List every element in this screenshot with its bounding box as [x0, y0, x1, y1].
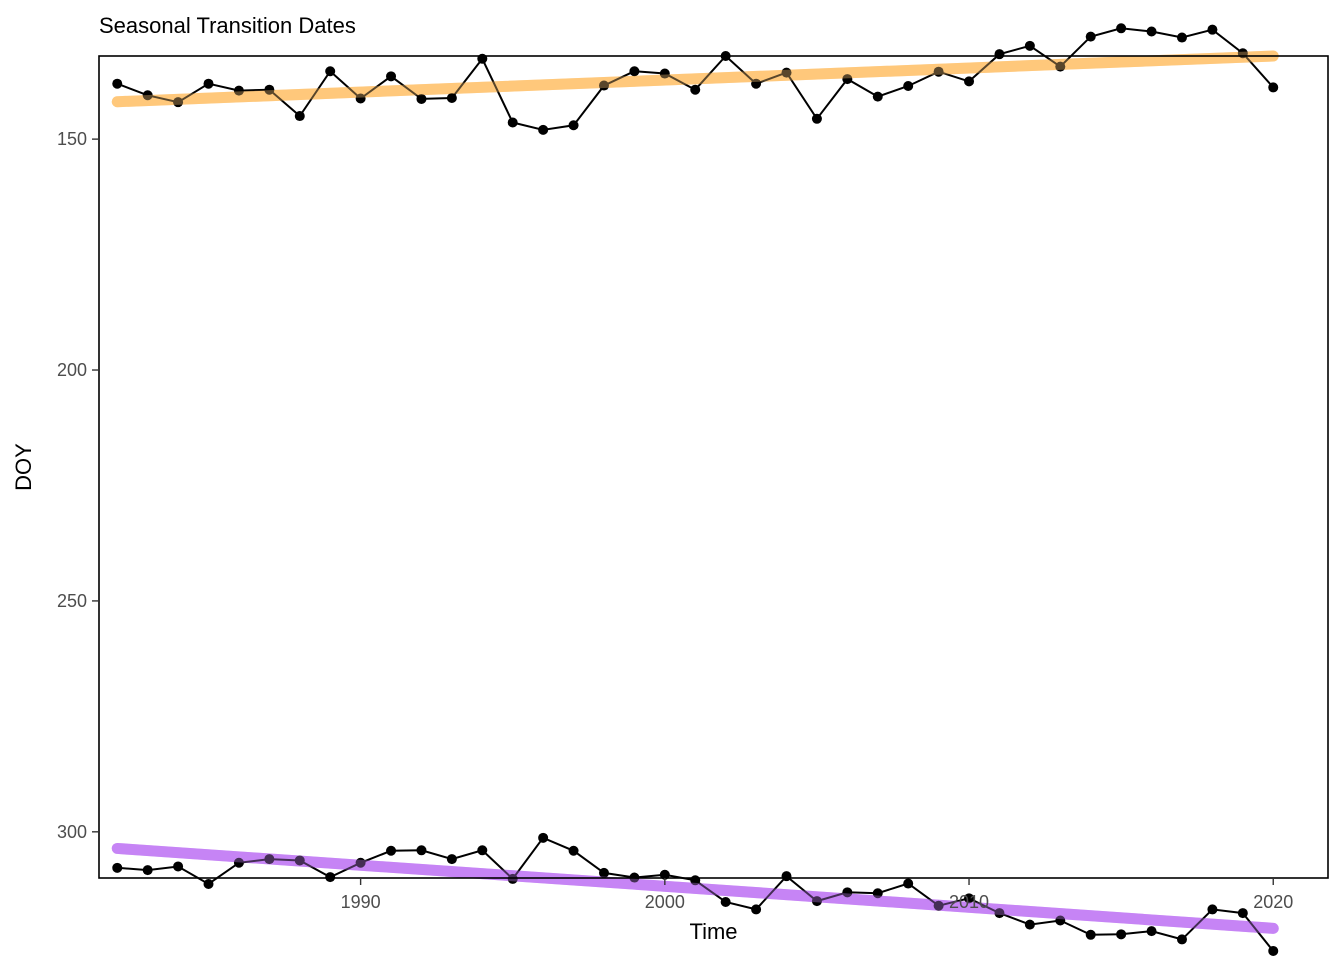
autumn-observed-point [1085, 929, 1096, 940]
autumn-observed-point [1176, 934, 1187, 945]
autumn-observed-point [112, 862, 123, 873]
autumn-observed-point [1237, 908, 1248, 919]
spring-observed-point [1024, 40, 1035, 51]
autumn-observed-point [233, 857, 244, 868]
series-layer [111, 23, 1279, 956]
spring-observed-point [629, 66, 640, 77]
autumn-observed-point [811, 896, 822, 907]
autumn-observed-point [933, 900, 944, 911]
y-tick-label: 300 [57, 822, 87, 842]
spring-observed-point [173, 97, 184, 108]
autumn-observed-point [416, 845, 427, 856]
spring-observed-point [751, 78, 762, 89]
x-tick-label: 2020 [1253, 892, 1293, 912]
x-axis-title: Time [689, 919, 737, 944]
y-tick-label: 150 [57, 129, 87, 149]
autumn-observed-point [872, 888, 883, 899]
spring-observed-point [386, 71, 397, 82]
autumn-observed-point [568, 845, 579, 856]
autumn-observed-point [964, 893, 975, 904]
y-tick-label: 200 [57, 360, 87, 380]
autumn-observed-point [1268, 945, 1279, 956]
spring-observed-point [355, 93, 366, 104]
spring-observed-point [1055, 61, 1066, 72]
autumn-trend-overlay [111, 842, 1279, 934]
autumn-observed-point [538, 832, 549, 843]
autumn-observed-point [903, 878, 914, 889]
autumn-observed-point [142, 865, 153, 876]
spring-observed-point [507, 117, 518, 128]
autumn-observed-point [720, 897, 731, 908]
autumn-observed-point [446, 854, 457, 865]
autumn-observed-point [1146, 926, 1157, 937]
autumn-observed-point [507, 873, 518, 884]
spring-trend-line [111, 50, 1279, 108]
spring-observed-point [203, 78, 214, 89]
autumn-observed-point [1116, 929, 1127, 940]
y-axis: 150 200 250 300 [57, 129, 99, 842]
autumn-observed-point [842, 887, 853, 898]
chart-title: Seasonal Transition Dates [99, 13, 356, 38]
spring-observed-point [933, 66, 944, 77]
autumn-trend-line [111, 842, 1279, 934]
autumn-observed-point [598, 867, 609, 878]
spring-observed-point [690, 84, 701, 95]
trend-layer [111, 50, 1279, 934]
spring-observed-point [872, 91, 883, 102]
spring-observed-point [598, 80, 609, 91]
spring-observed-point [538, 124, 549, 135]
spring-observed-point [1085, 31, 1096, 42]
plot-border [98, 55, 1329, 879]
spring-observed-point [659, 68, 670, 79]
autumn-observed-point [173, 861, 184, 872]
y-tick-label: 250 [57, 591, 87, 611]
spring-observed-point [811, 113, 822, 124]
spring-observed-point [964, 76, 975, 87]
spring-observed-point [1146, 26, 1157, 37]
autumn-observed-point [1024, 919, 1035, 930]
spring-observed-point [294, 111, 305, 122]
spring-observed-point [446, 93, 457, 104]
spring-observed-point [142, 90, 153, 101]
spring-observed-point [1207, 24, 1218, 35]
spring-observed-point [1116, 23, 1127, 34]
x-axis: 1990 2000 2010 2020 [341, 878, 1293, 912]
x-tick-label: 2010 [949, 892, 989, 912]
spring-observed-point [325, 66, 336, 77]
spring-observed-point [781, 67, 792, 78]
autumn-observed-point [1207, 904, 1218, 915]
x-tick-label: 2000 [645, 892, 685, 912]
spring-observed-point [1268, 82, 1279, 93]
autumn-observed-point [355, 857, 366, 868]
autumn-observed-point [994, 908, 1005, 919]
spring-observed-point [842, 74, 853, 85]
spring-observed-point [233, 85, 244, 96]
spring-observed-point [903, 81, 914, 92]
autumn-observed-point [1055, 915, 1066, 926]
x-tick-label: 1990 [341, 892, 381, 912]
autumn-observed-point [751, 904, 762, 915]
autumn-observed-point [294, 855, 305, 866]
spring-observed-point [568, 120, 579, 131]
spring-observed-point [264, 84, 275, 95]
autumn-observed-point [781, 871, 792, 882]
spring-observed-point [994, 49, 1005, 60]
spring-observed-point [112, 78, 123, 89]
spring-observed-point [416, 93, 427, 104]
spring-trend-overlay [111, 50, 1279, 108]
spring-observed-point [1176, 32, 1187, 43]
y-axis-title: DOY [11, 443, 36, 491]
autumn-observed-point [203, 879, 214, 890]
autumn-observed-point [325, 872, 336, 883]
autumn-observed-point [477, 845, 488, 856]
autumn-observed-point [264, 854, 275, 865]
autumn-observed-point [386, 845, 397, 856]
